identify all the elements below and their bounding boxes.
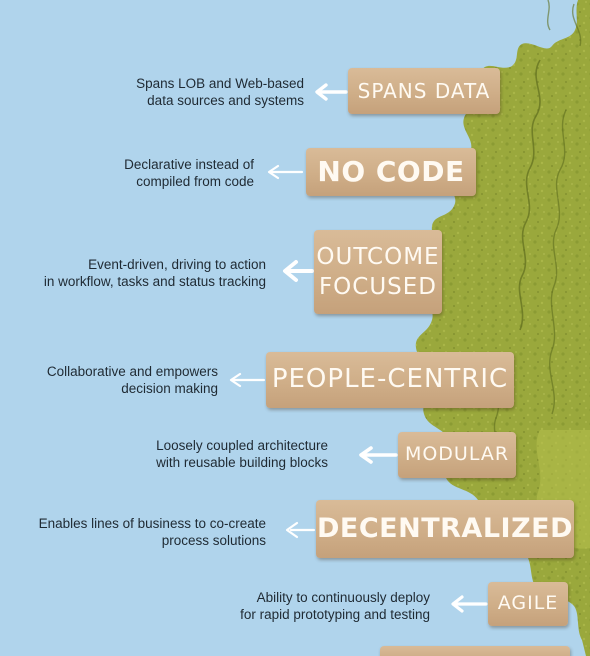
label-decentralized: DECENTRALIZED — [316, 500, 574, 558]
description-agile: Ability to continuously deploy for rapid… — [240, 590, 430, 622]
description-decentralized: Enables lines of business to co-create p… — [38, 516, 266, 548]
arrow-left-icon — [315, 83, 348, 101]
label-agile: AGILE — [488, 582, 568, 626]
arrow-left-icon — [267, 164, 304, 180]
foliage-contour — [548, 109, 567, 415]
description-outcome-focused: Event-driven, driving to action in workf… — [43, 257, 266, 289]
label-outcome-focused: OUTCOME FOCUSED — [314, 230, 442, 314]
description-no-code: Declarative instead of compiled from cod… — [124, 157, 254, 189]
arrow-left-icon — [285, 521, 316, 539]
label-modular: MODULAR — [398, 432, 516, 478]
cut-off-sign — [380, 646, 570, 656]
label-people-centric: PEOPLE-CENTRIC — [266, 352, 514, 408]
arrow-left-icon — [283, 260, 314, 282]
foliage-contour — [518, 59, 541, 331]
description-spans-data: Spans LOB and Web-based data sources and… — [136, 76, 304, 108]
arrow-left-icon — [359, 446, 398, 464]
description-modular: Loosely coupled architecture with reusab… — [156, 438, 328, 470]
label-spans-data: SPANS DATA — [348, 68, 500, 114]
arrow-left-icon — [229, 372, 266, 388]
description-people-centric: Collaborative and empowers decision maki… — [46, 364, 218, 396]
arrow-left-icon — [451, 595, 488, 613]
label-no-code: NO CODE — [306, 148, 476, 196]
foliage-contour — [547, 0, 582, 47]
